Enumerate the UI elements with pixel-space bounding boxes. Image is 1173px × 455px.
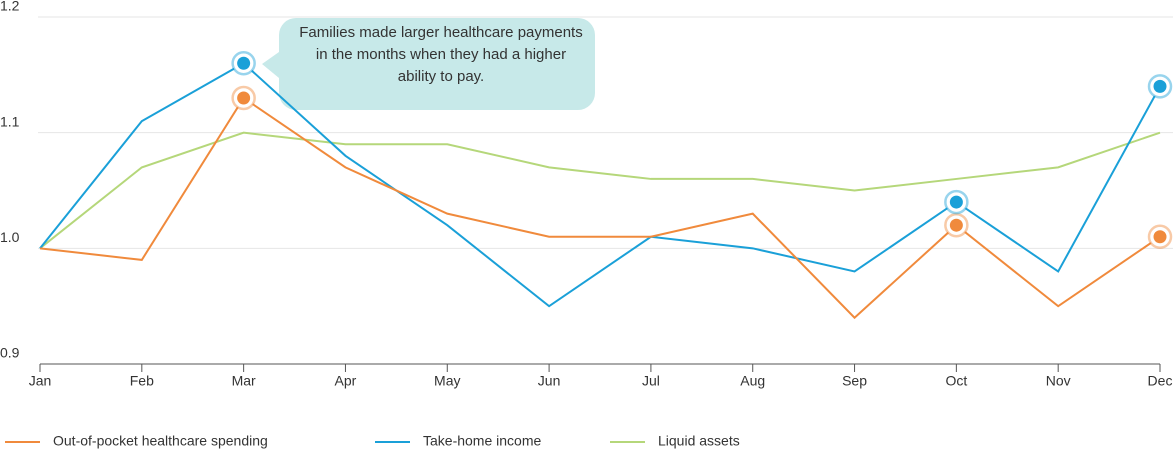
callout-bubble	[262, 18, 595, 110]
x-tick-label: Apr	[335, 373, 357, 389]
y-tick-label: 1.2	[0, 0, 20, 14]
x-tick-label: Aug	[740, 373, 765, 389]
legend-label: Take-home income	[423, 433, 541, 449]
series-line	[39, 96, 1161, 320]
y-tick-label: 1.0	[0, 229, 20, 245]
x-tick-label: Oct	[945, 373, 967, 389]
series-line	[39, 131, 1161, 250]
legend-label: Out-of-pocket healthcare spending	[53, 433, 268, 449]
x-tick-label: Feb	[130, 373, 154, 389]
series-line	[39, 62, 1161, 308]
marker	[949, 218, 963, 232]
x-tick-label: Jul	[642, 373, 660, 389]
annotation: Families made larger healthcare payments…	[299, 24, 583, 85]
marker	[237, 91, 251, 105]
x-tick-label: Jan	[29, 373, 52, 389]
marker	[1153, 230, 1167, 244]
x-tick-label: Jun	[538, 373, 561, 389]
x-tick-label: Sep	[842, 373, 867, 389]
marker	[1153, 79, 1167, 93]
legend-label: Liquid assets	[658, 433, 740, 449]
x-tick-label: Mar	[232, 373, 256, 389]
y-tick-label: 1.1	[0, 113, 20, 129]
y-tick-label: 0.9	[0, 345, 20, 361]
x-tick-label: May	[434, 373, 460, 389]
x-tick-label: Dec	[1148, 373, 1173, 389]
marker	[237, 56, 251, 70]
marker	[949, 195, 963, 209]
x-tick-label: Nov	[1046, 373, 1071, 389]
